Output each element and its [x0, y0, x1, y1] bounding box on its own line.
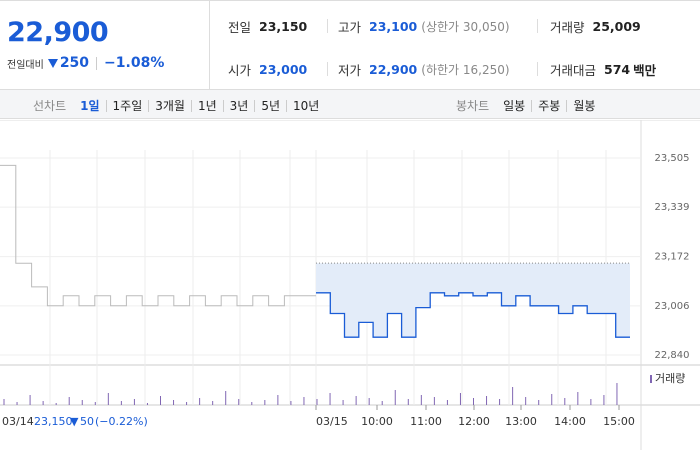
x-tick-label: 13:00	[505, 415, 537, 428]
tab-3m[interactable]: 3개월	[148, 99, 191, 112]
x-tick-label: 14:00	[554, 415, 586, 428]
stat-prev-close: 전일 23,150	[228, 19, 308, 35]
stat-high: 고가 23,100 (상한가 30,050)	[338, 19, 510, 35]
chart-range-bar: 선차트 1일 1주일 3개월 1년 3년 5년 10년 봉차트 일봉 주봉 월봉	[0, 90, 700, 119]
stat-low: 저가 22,900 (하한가 16,250)	[338, 62, 510, 78]
today-area	[316, 263, 630, 338]
prev-down-triangle-icon: ▼	[70, 415, 79, 428]
change-label: 전일대비	[7, 59, 44, 71]
volume-legend-label: 거래량	[655, 372, 685, 385]
divider	[327, 19, 328, 33]
prev-day-line	[0, 164, 316, 307]
prev-date-label: 03/14	[2, 415, 34, 428]
volume-legend-swatch	[650, 375, 652, 383]
x-tick-label: 11:00	[410, 415, 442, 428]
x-axis: 03/14 23,150 ▼ 50 (−0.22%) 03/15 10:00 11…	[2, 405, 635, 428]
prev-close-value: 23,150	[34, 415, 73, 428]
current-price-box: 22,900 전일대비 250 −1.08%	[0, 1, 210, 90]
x-tick-label: 10:00	[361, 415, 393, 428]
stat-open: 시가 23,000	[228, 62, 308, 78]
divider	[537, 19, 538, 33]
prev-change-value: 50	[80, 415, 94, 428]
today-series	[316, 262, 630, 338]
y-axis-labels: 23,505 23,339 23,172 23,006 22,840	[655, 153, 690, 361]
stat-amount: 거래대금 574 백만	[550, 62, 657, 78]
divider	[327, 62, 328, 76]
y-tick-label: 22,840	[655, 350, 690, 361]
current-price: 22,900	[7, 17, 109, 48]
prev-change-pct: (−0.22%)	[95, 415, 148, 428]
y-tick-label: 23,339	[655, 202, 690, 213]
today-line	[316, 292, 630, 338]
y-tick-label: 23,505	[655, 153, 690, 164]
x-tick-label: 15:00	[603, 415, 635, 428]
today-date-label: 03/15	[316, 415, 348, 428]
tab-1d[interactable]: 1일	[80, 98, 100, 113]
line-chart-tabs: 선차트 1일 1주일 3개월 1년 3년 5년 10년	[33, 97, 325, 114]
tab-1w[interactable]: 1주일	[105, 99, 149, 112]
tab-10y[interactable]: 10년	[286, 99, 325, 112]
price-summary: 22,900 전일대비 250 −1.08% 전일 23,150 고가 23,1…	[0, 0, 700, 90]
y-tick-label: 23,006	[655, 301, 690, 312]
tab-3y[interactable]: 3년	[222, 99, 255, 112]
change-line: 전일대비 250 −1.08%	[7, 55, 164, 71]
tab-daily[interactable]: 일봉	[503, 98, 526, 113]
tab-5y[interactable]: 5년	[254, 99, 286, 112]
stat-volume: 거래량 25,009	[550, 19, 641, 35]
price-chart: 23,505 23,339 23,172 23,006 22,840 03/14 23,…	[0, 120, 700, 450]
volume-bars	[3, 375, 652, 405]
line-chart-label: 선차트	[33, 99, 67, 113]
change-absolute: 250	[59, 55, 90, 71]
prev-day-series	[0, 164, 316, 307]
candle-chart-tabs: 봉차트 일봉 주봉 월봉	[456, 97, 601, 114]
tab-weekly[interactable]: 주봉	[531, 99, 566, 112]
candle-chart-label: 봉차트	[456, 99, 490, 113]
x-tick-label: 12:00	[458, 415, 490, 428]
change-percent: −1.08%	[104, 55, 165, 71]
divider	[537, 62, 538, 76]
tab-monthly[interactable]: 월봉	[566, 99, 601, 112]
tab-1y[interactable]: 1년	[190, 99, 223, 112]
down-triangle-icon	[47, 58, 58, 68]
y-tick-label: 23,172	[655, 252, 690, 263]
divider	[96, 56, 98, 70]
